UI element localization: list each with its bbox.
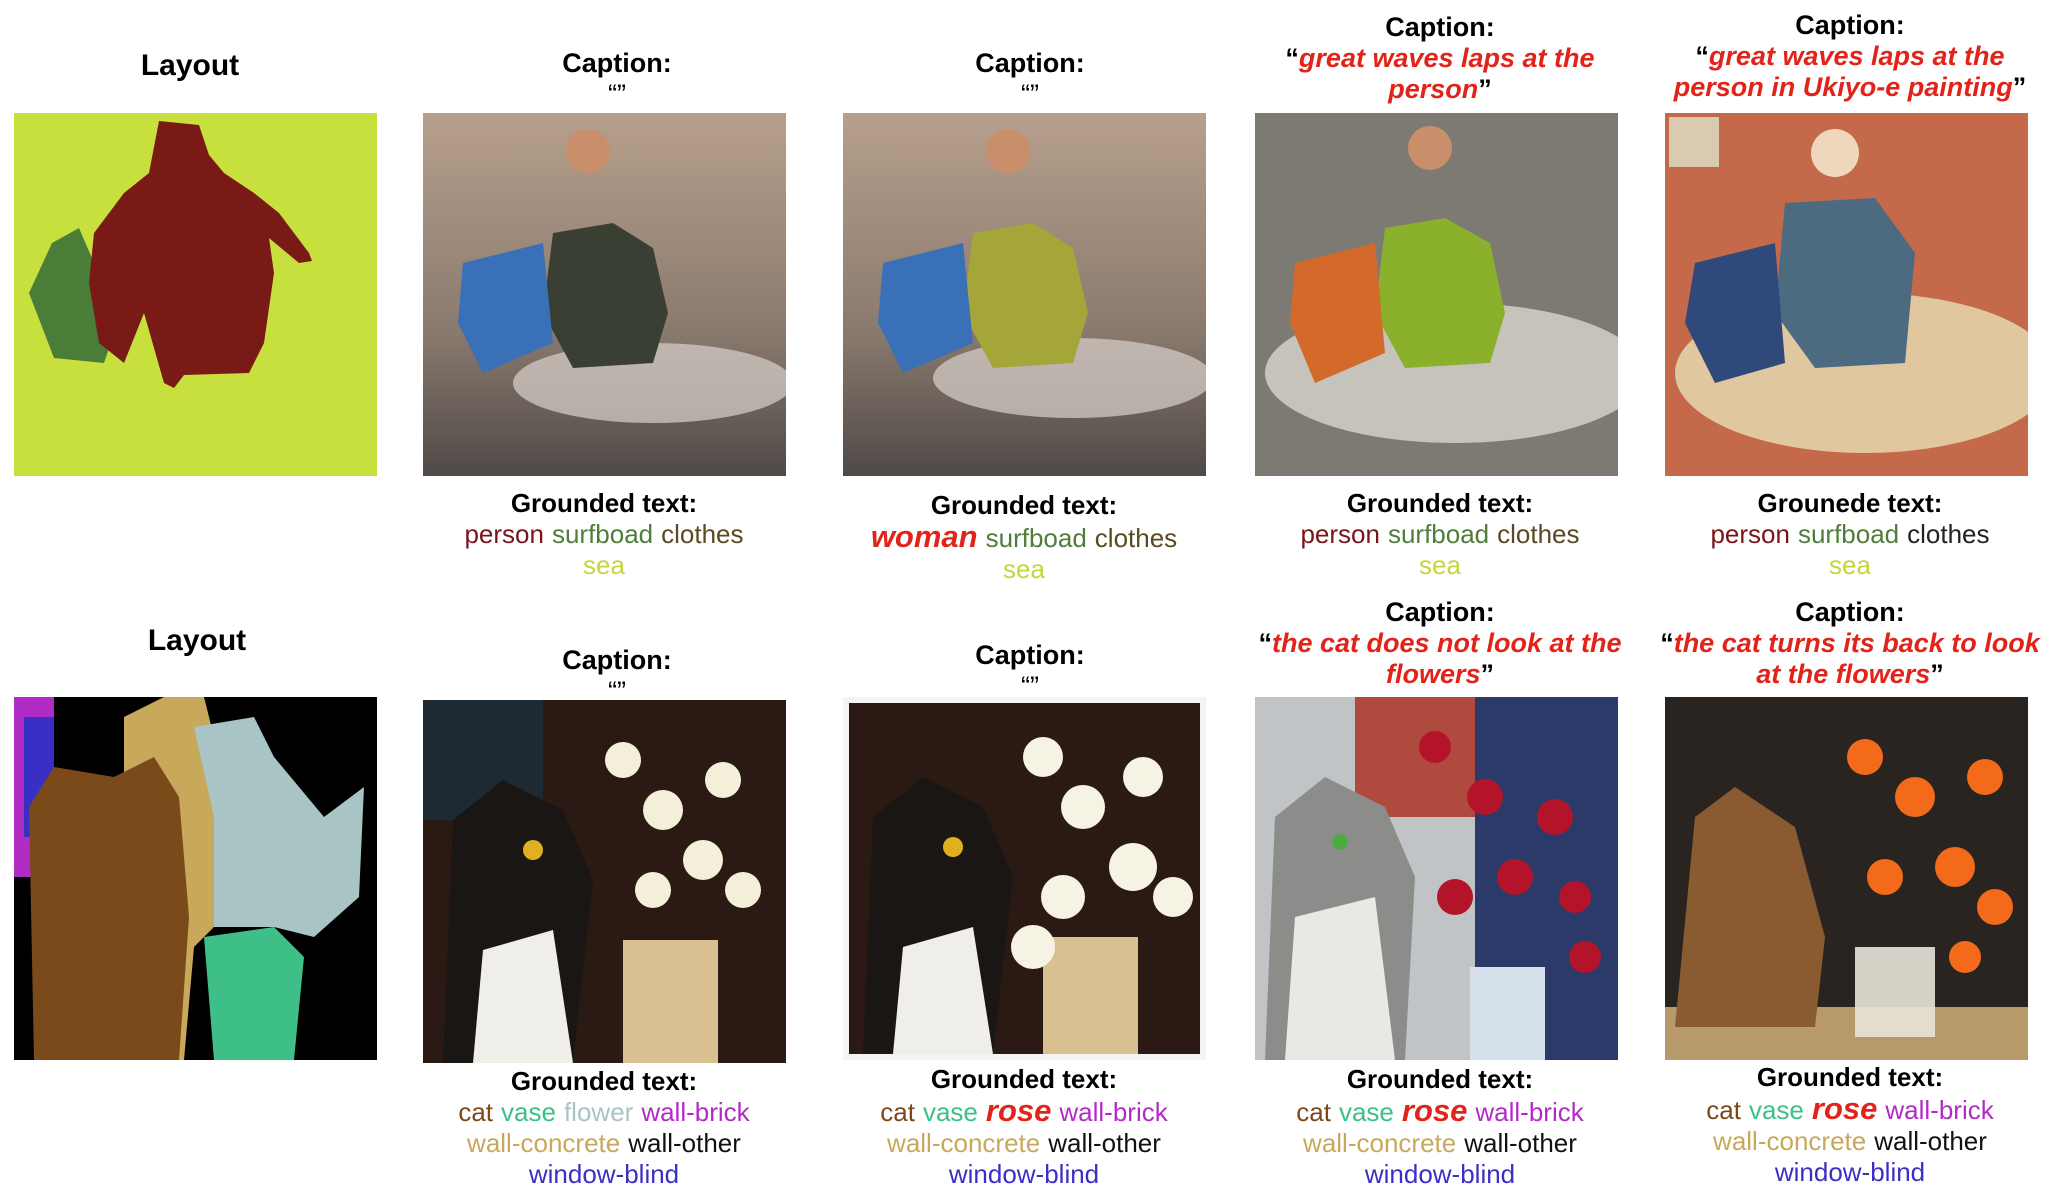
grounded-word: clothes	[1497, 519, 1580, 549]
grounded-word: surfboad	[551, 519, 654, 549]
generated-image-cat-back	[1665, 697, 2028, 1060]
grounded-word: wall-concrete	[1303, 1128, 1457, 1158]
grounded-text-block: Grounded text: cat vase flower wall-brick w…	[458, 1066, 750, 1189]
grounded-word: wall-brick	[641, 1097, 750, 1127]
grounded-word: vase	[922, 1097, 978, 1127]
grounded-word: wall-brick	[1885, 1095, 1994, 1125]
grounded-word: window-blind	[1364, 1159, 1516, 1189]
grounded-word: window-blind	[1774, 1157, 1926, 1187]
grounded-word: wall-concrete	[467, 1128, 621, 1158]
caption-header: Caption: “”	[975, 48, 1085, 109]
grounded-word: person	[464, 519, 544, 549]
grounded-word: sea	[1829, 550, 1871, 580]
grounded-word: vase	[1338, 1097, 1394, 1127]
caption-header: Caption: “”	[975, 640, 1085, 701]
grounded-word: wall-other	[1464, 1128, 1577, 1158]
grounded-word: vase	[1748, 1095, 1804, 1125]
grounded-word: vase	[501, 1097, 556, 1127]
caption-header: Caption: “the cat does not look at the f…	[1258, 597, 1622, 689]
grounded-text-block: Grounded text: cat vase rose wall-brick wal…	[880, 1064, 1168, 1189]
grounded-word: cat	[880, 1097, 915, 1127]
caption-header: Caption: “great waves laps at the person…	[1285, 12, 1595, 104]
grounded-text-block: Grounded text: person surfboad clothes sea	[1300, 488, 1580, 580]
generated-image-woman	[843, 113, 1206, 476]
grounded-word-emphasis: rose	[1811, 1091, 1878, 1126]
grounded-word: surfboad	[1797, 519, 1900, 549]
grounded-word: sea	[583, 550, 625, 580]
caption-text: great waves laps at the person	[1298, 43, 1595, 104]
caption-header: Caption: “the cat turns its back to look…	[1660, 597, 2040, 689]
grounded-word: wall-other	[1048, 1128, 1161, 1158]
grounded-word: sea	[1003, 554, 1045, 584]
grounded-text-block: Grounded text: person surfboad clothes sea	[464, 488, 744, 580]
grounded-word: clothes	[1907, 519, 1990, 549]
generated-image-cat-not-looking	[1255, 697, 1618, 1060]
layout-segmentation-map	[14, 113, 377, 476]
caption-header: Caption: “”	[562, 645, 672, 706]
grounded-word: cat	[1296, 1097, 1331, 1127]
grounded-word: person	[1710, 519, 1790, 549]
grounded-word: window-blind	[948, 1159, 1100, 1189]
caption-header: Caption: “great waves laps at the person…	[1673, 10, 2027, 102]
grounded-word: cat	[1706, 1095, 1741, 1125]
grounded-word: wall-brick	[1059, 1097, 1168, 1127]
grounded-word: wall-concrete	[887, 1128, 1041, 1158]
grounded-word: clothes	[1094, 523, 1178, 553]
grounded-word: flower	[563, 1097, 634, 1127]
grounded-word: clothes	[661, 519, 744, 549]
grounded-word: window-blind	[528, 1159, 680, 1189]
grounded-word: surfboad	[985, 523, 1087, 553]
grounded-word-emphasis: rose	[985, 1093, 1052, 1128]
generated-image-cat-rose	[843, 697, 1206, 1060]
grounded-word: wall-other	[628, 1128, 741, 1158]
grounded-word-emphasis: woman	[870, 519, 978, 554]
generated-image-cat-flowers	[423, 700, 786, 1063]
grounded-word: wall-other	[1874, 1126, 1987, 1156]
caption-text: great waves laps at the person in Ukiyo-…	[1673, 41, 2013, 102]
grounded-word: cat	[458, 1097, 494, 1127]
generated-image-great-waves	[1255, 113, 1618, 476]
generated-image-surfer	[423, 113, 786, 476]
layout-label: Layout	[140, 49, 240, 82]
grounded-text-block: Grounede text: person surfboad clothes sea	[1710, 488, 1990, 580]
grounded-text-block: Grounded text: woman surfboad clothes sea	[870, 490, 1178, 584]
caption-header: Caption: “”	[562, 48, 672, 109]
generated-image-ukiyo-e	[1665, 113, 2028, 476]
layout-segmentation-map	[14, 697, 377, 1060]
caption-text: the cat does not look at the flowers	[1271, 628, 1622, 689]
caption-text: the cat turns its back to look at the fl…	[1673, 628, 2040, 689]
grounded-word: wall-brick	[1475, 1097, 1584, 1127]
grounded-text-block: Grounded text: cat vase rose wall-brick wal…	[1706, 1062, 1994, 1187]
grounded-word: surfboad	[1387, 519, 1490, 549]
grounded-word: person	[1300, 519, 1380, 549]
grounded-word: sea	[1419, 550, 1461, 580]
grounded-word: wall-concrete	[1713, 1126, 1867, 1156]
grounded-word-emphasis: rose	[1401, 1093, 1468, 1128]
grounded-text-block: Grounded text: cat vase rose wall-brick wal…	[1296, 1064, 1584, 1189]
layout-label: Layout	[147, 624, 247, 657]
